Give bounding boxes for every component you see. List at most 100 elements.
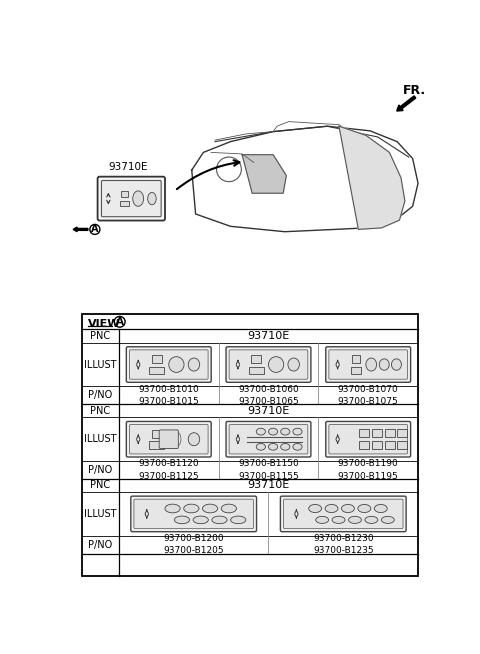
Text: 93700-B1060
93700-B1065: 93700-B1060 93700-B1065 <box>238 385 299 406</box>
Ellipse shape <box>293 443 302 450</box>
Ellipse shape <box>193 516 208 524</box>
Bar <box>121 191 128 197</box>
Ellipse shape <box>365 517 378 523</box>
FancyArrow shape <box>396 96 416 111</box>
FancyBboxPatch shape <box>329 350 408 379</box>
FancyBboxPatch shape <box>159 430 178 449</box>
Bar <box>397 441 407 449</box>
FancyBboxPatch shape <box>126 347 211 383</box>
Ellipse shape <box>366 358 377 371</box>
Ellipse shape <box>133 191 144 206</box>
Bar <box>350 368 361 373</box>
Bar <box>384 441 395 449</box>
Ellipse shape <box>188 358 200 371</box>
Text: 93700-B1190
93700-B1195: 93700-B1190 93700-B1195 <box>338 459 398 481</box>
FancyBboxPatch shape <box>134 499 253 528</box>
Text: 93710E: 93710E <box>247 331 289 341</box>
Text: 93700-B1070
93700-B1075: 93700-B1070 93700-B1075 <box>338 385 398 406</box>
Ellipse shape <box>374 504 387 513</box>
Ellipse shape <box>332 517 345 523</box>
Ellipse shape <box>148 192 156 205</box>
Ellipse shape <box>379 359 389 370</box>
Ellipse shape <box>325 504 338 513</box>
Text: A: A <box>91 224 98 234</box>
Text: 93700-B1120
93700-B1125: 93700-B1120 93700-B1125 <box>138 459 199 481</box>
Bar <box>360 441 369 449</box>
Ellipse shape <box>382 517 394 523</box>
Text: ILLUST: ILLUST <box>84 434 117 444</box>
Ellipse shape <box>293 428 302 435</box>
Ellipse shape <box>348 517 361 523</box>
Text: P/NO: P/NO <box>88 465 112 475</box>
Bar <box>149 441 164 449</box>
Bar <box>397 430 407 437</box>
FancyBboxPatch shape <box>130 350 208 379</box>
Ellipse shape <box>174 516 190 524</box>
Text: 93710E: 93710E <box>108 162 148 171</box>
FancyBboxPatch shape <box>326 421 410 457</box>
Polygon shape <box>242 155 286 193</box>
Bar <box>252 355 261 363</box>
FancyBboxPatch shape <box>226 347 311 383</box>
Ellipse shape <box>212 516 227 524</box>
Ellipse shape <box>341 504 354 513</box>
FancyBboxPatch shape <box>329 424 408 454</box>
Ellipse shape <box>316 517 329 523</box>
FancyBboxPatch shape <box>229 350 308 379</box>
Bar <box>120 201 129 205</box>
FancyBboxPatch shape <box>97 177 165 220</box>
Ellipse shape <box>358 504 371 513</box>
Text: VIEW: VIEW <box>88 318 120 329</box>
FancyBboxPatch shape <box>229 424 308 454</box>
Ellipse shape <box>392 359 401 370</box>
Text: P/NO: P/NO <box>88 540 112 550</box>
Ellipse shape <box>203 504 218 513</box>
Bar <box>152 430 161 438</box>
Ellipse shape <box>230 516 246 524</box>
Text: 93710E: 93710E <box>247 481 289 490</box>
Polygon shape <box>339 126 405 230</box>
Bar <box>249 367 264 374</box>
FancyBboxPatch shape <box>280 496 406 532</box>
Text: 93700-B1200
93700-B1205: 93700-B1200 93700-B1205 <box>163 534 224 555</box>
Bar <box>352 355 360 363</box>
Ellipse shape <box>268 443 277 450</box>
Bar <box>384 430 395 437</box>
FancyBboxPatch shape <box>131 496 257 532</box>
Ellipse shape <box>281 443 290 450</box>
FancyArrow shape <box>73 227 88 232</box>
Ellipse shape <box>184 504 199 513</box>
Text: FR.: FR. <box>403 84 426 97</box>
Bar <box>372 430 382 437</box>
Ellipse shape <box>221 504 237 513</box>
Text: PNC: PNC <box>90 405 110 416</box>
FancyBboxPatch shape <box>326 347 410 383</box>
Ellipse shape <box>165 504 180 513</box>
Text: ILLUST: ILLUST <box>84 360 117 370</box>
Text: A: A <box>116 317 124 327</box>
Text: ILLUST: ILLUST <box>84 509 117 519</box>
Ellipse shape <box>268 428 277 435</box>
Ellipse shape <box>188 433 200 446</box>
Bar <box>149 367 164 374</box>
Text: 93700-B1010
93700-B1015: 93700-B1010 93700-B1015 <box>138 385 199 406</box>
Bar <box>82 314 418 576</box>
Ellipse shape <box>169 356 184 372</box>
Text: P/NO: P/NO <box>88 390 112 400</box>
FancyBboxPatch shape <box>130 424 208 454</box>
FancyBboxPatch shape <box>101 181 161 216</box>
Text: PNC: PNC <box>90 481 110 490</box>
Text: 93700-B1230
93700-B1235: 93700-B1230 93700-B1235 <box>313 534 373 555</box>
Bar <box>372 441 382 449</box>
Text: PNC: PNC <box>90 331 110 341</box>
Bar <box>360 430 369 437</box>
FancyBboxPatch shape <box>284 499 403 528</box>
FancyBboxPatch shape <box>126 421 211 457</box>
Bar <box>152 355 161 363</box>
Ellipse shape <box>309 504 322 513</box>
Ellipse shape <box>256 443 265 450</box>
Ellipse shape <box>288 358 300 371</box>
Text: 93700-B1150
93700-B1155: 93700-B1150 93700-B1155 <box>238 459 299 481</box>
Text: 93710E: 93710E <box>247 405 289 416</box>
Ellipse shape <box>256 428 265 435</box>
